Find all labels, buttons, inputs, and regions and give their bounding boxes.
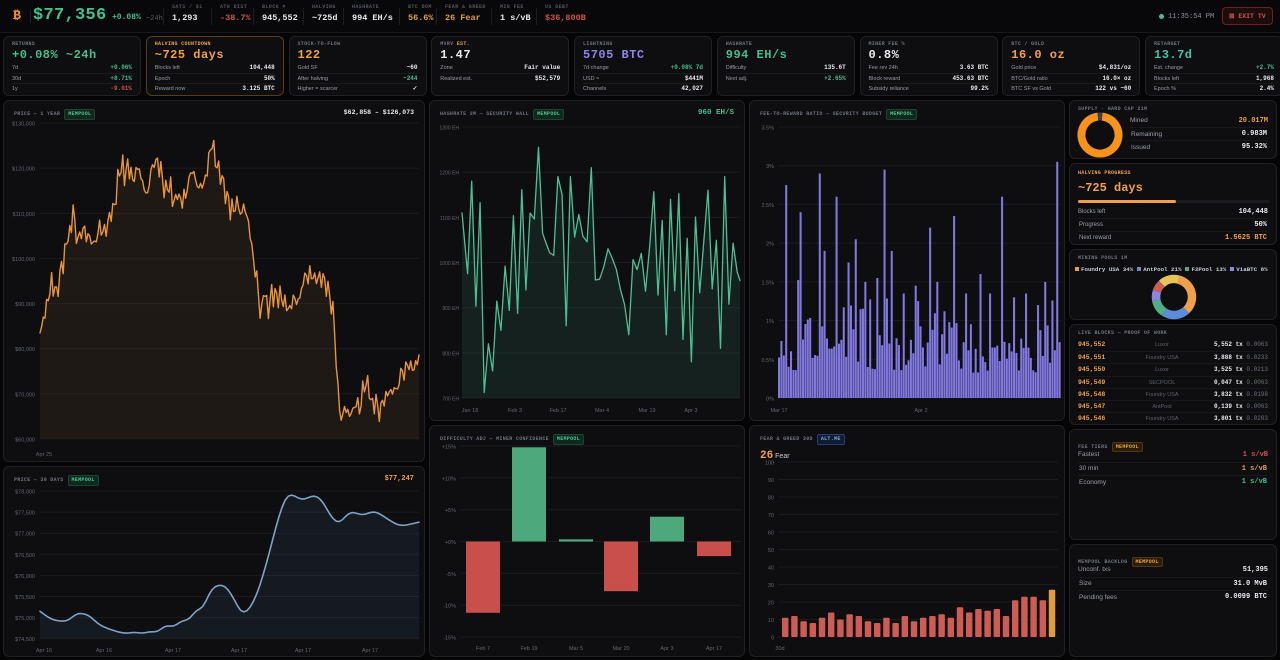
svg-text:Apr 16: Apr 16 bbox=[96, 648, 112, 654]
svg-text:Apr 2: Apr 2 bbox=[914, 408, 927, 414]
svg-text:+0%: +0% bbox=[445, 540, 456, 546]
svg-text:80: 80 bbox=[768, 496, 774, 502]
svg-text:800 EH: 800 EH bbox=[442, 351, 459, 357]
svg-text:100: 100 bbox=[765, 461, 774, 467]
svg-text:1100 EH: 1100 EH bbox=[440, 216, 459, 222]
svg-text:-15%: -15% bbox=[443, 636, 456, 642]
svg-text:Apr 3: Apr 3 bbox=[684, 408, 697, 414]
svg-text:Apr 16: Apr 16 bbox=[36, 648, 52, 654]
svg-text:90: 90 bbox=[768, 478, 774, 484]
svg-text:30d: 30d bbox=[775, 646, 784, 652]
svg-text:40: 40 bbox=[768, 566, 774, 572]
svg-text:Feb 17: Feb 17 bbox=[549, 408, 566, 414]
svg-text:70: 70 bbox=[768, 513, 774, 519]
svg-text:Mar 17: Mar 17 bbox=[770, 408, 787, 414]
svg-text:30: 30 bbox=[768, 583, 774, 589]
svg-text:-10%: -10% bbox=[443, 604, 456, 610]
svg-text:900 EH: 900 EH bbox=[442, 306, 459, 312]
svg-text:2%: 2% bbox=[766, 242, 774, 248]
svg-text:0.5%: 0.5% bbox=[761, 358, 774, 364]
svg-text:$130,000: $130,000 bbox=[12, 122, 35, 128]
svg-text:$100,000: $100,000 bbox=[12, 257, 35, 263]
svg-text:-5%: -5% bbox=[446, 572, 456, 578]
svg-text:50: 50 bbox=[768, 548, 774, 554]
svg-text:Apr 17: Apr 17 bbox=[295, 648, 311, 654]
svg-text:$80,000: $80,000 bbox=[15, 347, 35, 353]
svg-text:$77,500: $77,500 bbox=[15, 511, 35, 517]
svg-text:$74,500: $74,500 bbox=[15, 637, 35, 643]
svg-text:$60,000: $60,000 bbox=[15, 438, 35, 444]
svg-text:Apr 17: Apr 17 bbox=[706, 646, 722, 652]
svg-text:Feb 7: Feb 7 bbox=[476, 646, 490, 652]
svg-text:1.5%: 1.5% bbox=[761, 280, 774, 286]
svg-text:+15%: +15% bbox=[442, 445, 456, 451]
svg-text:Apr 17: Apr 17 bbox=[362, 648, 378, 654]
svg-text:$78,000: $78,000 bbox=[15, 490, 35, 496]
svg-text:Mar 5: Mar 5 bbox=[569, 646, 583, 652]
svg-text:2.5%: 2.5% bbox=[761, 203, 774, 209]
svg-text:$75,000: $75,000 bbox=[15, 616, 35, 622]
svg-text:0: 0 bbox=[771, 636, 774, 642]
svg-text:Apr 3: Apr 3 bbox=[660, 646, 673, 652]
svg-text:$77,000: $77,000 bbox=[15, 532, 35, 538]
svg-text:$75,500: $75,500 bbox=[15, 595, 35, 601]
svg-text:0%: 0% bbox=[766, 397, 774, 403]
svg-text:$110,000: $110,000 bbox=[12, 212, 35, 218]
svg-text:+10%: +10% bbox=[442, 476, 456, 482]
svg-text:Apr 17: Apr 17 bbox=[231, 648, 247, 654]
svg-text:60: 60 bbox=[768, 531, 774, 537]
svg-text:Feb 3: Feb 3 bbox=[508, 408, 522, 414]
svg-text:1200 EH: 1200 EH bbox=[440, 171, 460, 177]
svg-text:Mar 19: Mar 19 bbox=[638, 408, 655, 414]
svg-text:700 EH: 700 EH bbox=[442, 397, 459, 403]
svg-text:Jan 18: Jan 18 bbox=[462, 408, 479, 414]
svg-text:1000 EH: 1000 EH bbox=[440, 261, 460, 267]
svg-text:Feb 19: Feb 19 bbox=[520, 646, 537, 652]
svg-text:$76,500: $76,500 bbox=[15, 553, 35, 559]
svg-text:$120,000: $120,000 bbox=[12, 167, 35, 173]
svg-text:$76,000: $76,000 bbox=[15, 574, 35, 580]
svg-text:Mar 20: Mar 20 bbox=[612, 646, 629, 652]
svg-text:Apr 17: Apr 17 bbox=[165, 648, 181, 654]
svg-text:1%: 1% bbox=[766, 319, 774, 325]
svg-text:3.5%: 3.5% bbox=[761, 126, 774, 132]
svg-text:20: 20 bbox=[768, 601, 774, 607]
svg-text:Mar 4: Mar 4 bbox=[595, 408, 609, 414]
svg-text:3%: 3% bbox=[766, 164, 774, 170]
svg-text:$70,000: $70,000 bbox=[15, 392, 35, 398]
svg-text:10: 10 bbox=[768, 618, 774, 624]
svg-text:$90,000: $90,000 bbox=[15, 302, 35, 308]
svg-text:Apr 25: Apr 25 bbox=[36, 452, 52, 458]
svg-text:1300 EH: 1300 EH bbox=[440, 126, 460, 132]
svg-text:+5%: +5% bbox=[445, 508, 456, 514]
